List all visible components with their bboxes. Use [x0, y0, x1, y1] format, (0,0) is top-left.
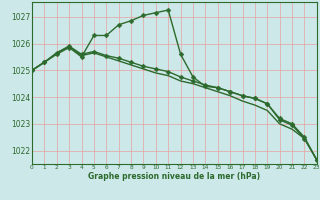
X-axis label: Graphe pression niveau de la mer (hPa): Graphe pression niveau de la mer (hPa)	[88, 172, 260, 181]
